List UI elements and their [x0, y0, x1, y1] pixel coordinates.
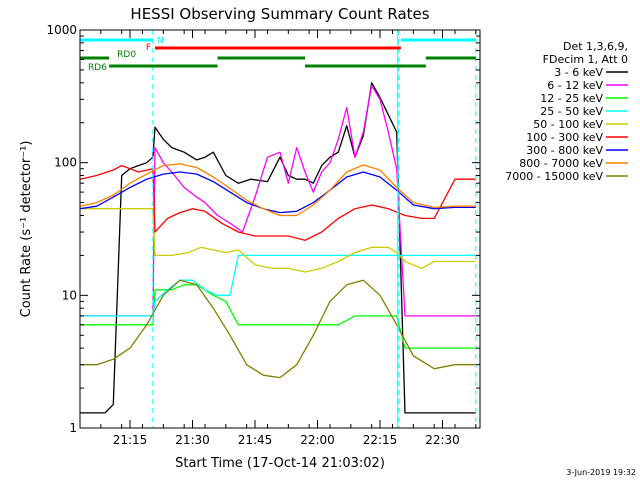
x-tick-label-3: 22:00: [300, 433, 335, 447]
legend-label-5: 100 - 300 keV: [526, 131, 603, 144]
legend-label-3: 25 - 50 keV: [540, 105, 603, 118]
legend-header-0: Det 1,3,6,9,: [563, 40, 628, 53]
legend-label-4: 50 - 100 keV: [533, 118, 603, 131]
legend-label-8: 7000 - 15000 keV: [505, 170, 603, 183]
series-line-3: [80, 254, 476, 317]
legend-label-2: 12 - 25 keV: [540, 92, 603, 105]
legend-header-1: FDecim 1, Att 0: [543, 53, 628, 66]
series-line-6: [79, 171, 476, 214]
y-tick-label-3: 1000: [46, 23, 77, 37]
y-tick-label-1: 10: [62, 288, 77, 302]
flag-label-2: RD0: [117, 50, 136, 60]
series-layer: [79, 82, 476, 414]
flag-label-1: F: [146, 43, 151, 53]
series-line-7: [79, 163, 476, 217]
series-line-0: [80, 82, 476, 414]
legend-label-1: 6 - 12 keV: [547, 79, 603, 92]
flag-label-0: N: [157, 36, 164, 46]
y-tick-label-0: 1: [69, 421, 77, 435]
footer-date: 3-Jun-2019 19:32: [566, 468, 636, 477]
x-tick-label-0: 21:15: [113, 433, 148, 447]
x-tick-label-2: 21:45: [238, 433, 273, 447]
series-line-4: [80, 208, 476, 273]
y-tick-label-2: 100: [54, 156, 77, 170]
x-axis-label: Start Time (17-Oct-14 21:03:02): [175, 456, 385, 471]
series-line-1: [80, 85, 476, 317]
markers-layer: [152, 30, 477, 428]
legend-label-6: 300 - 800 keV: [526, 144, 603, 157]
chart-title: HESSI Observing Summary Count Rates: [130, 5, 429, 23]
series-line-8: [80, 279, 476, 379]
series-line-5: [79, 164, 476, 241]
y-axis-label: Count Rate (s⁻¹ detector⁻¹): [19, 141, 34, 318]
x-tick-label-5: 22:30: [425, 433, 460, 447]
x-tick-label-4: 22:15: [363, 433, 398, 447]
legend-label-7: 800 - 7000 keV: [519, 157, 603, 170]
x-tick-label-1: 21:30: [175, 433, 210, 447]
flags-layer: NF RD0 RD6: [80, 36, 476, 73]
axis-layer: 1 10 100 1000 21:15 21:30 21:45 22:00 22:15 22:30: [46, 23, 480, 447]
flag-label-3: RD6: [88, 63, 107, 73]
legend-label-0: 3 - 6 keV: [554, 66, 603, 79]
plot-frame: [79, 29, 481, 429]
